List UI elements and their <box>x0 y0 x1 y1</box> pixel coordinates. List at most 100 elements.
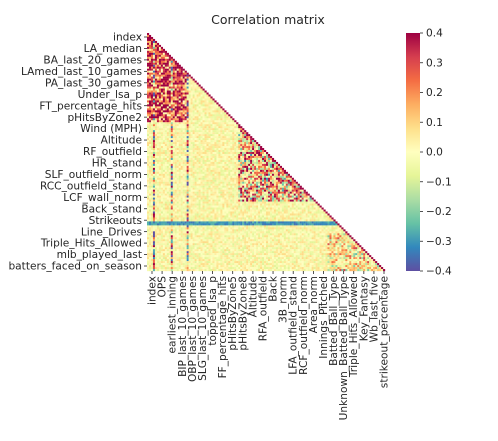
heatmap-cell <box>164 177 167 180</box>
heatmap-cell <box>174 191 177 194</box>
heatmap-cell <box>158 159 162 163</box>
heatmap-cell <box>264 157 267 161</box>
heatmap-cell <box>267 201 271 204</box>
heatmap-cell <box>248 181 251 184</box>
heatmap-cell <box>291 225 294 228</box>
heatmap-cell <box>224 205 227 208</box>
heatmap-cell <box>200 128 203 131</box>
heatmap-cell <box>240 165 243 169</box>
heatmap-cell <box>186 98 189 101</box>
heatmap-cell <box>172 72 175 75</box>
heatmap-cell <box>230 146 233 149</box>
heatmap-cell <box>178 118 181 121</box>
heatmap-cell <box>206 227 209 230</box>
heatmap-cell <box>172 100 175 103</box>
heatmap-cell <box>224 122 227 125</box>
heatmap-cell <box>212 197 215 200</box>
heatmap-cell <box>289 179 292 182</box>
heatmap-cell <box>230 209 233 212</box>
heatmap-cell <box>250 179 253 182</box>
heatmap-cell <box>275 189 279 192</box>
heatmap-cell <box>269 203 273 206</box>
heatmap-cell <box>204 106 207 109</box>
heatmap-cell <box>226 140 229 143</box>
heatmap-cell <box>256 203 259 206</box>
heatmap-cell <box>240 227 243 230</box>
heatmap-cell <box>228 211 231 214</box>
heatmap-cell <box>285 193 288 196</box>
heatmap-cell <box>192 205 195 208</box>
heatmap-cell <box>174 169 177 172</box>
heatmap-cell <box>188 207 191 210</box>
heatmap-cell <box>242 144 245 147</box>
heatmap-cell <box>166 193 169 196</box>
heatmap-cell <box>248 175 251 178</box>
heatmap-cell <box>198 126 201 129</box>
heatmap-cell <box>269 201 273 204</box>
heatmap-cell <box>188 197 191 200</box>
heatmap-cell <box>218 179 221 182</box>
heatmap-cell <box>220 157 223 161</box>
heatmap-cell <box>162 62 165 65</box>
heatmap-cell <box>267 179 271 182</box>
heatmap-cell <box>178 209 181 212</box>
heatmap-cell <box>172 173 175 176</box>
heatmap-cell <box>214 159 217 163</box>
heatmap-cell <box>222 173 225 176</box>
heatmap-cell <box>339 227 342 230</box>
heatmap-cell <box>262 217 265 220</box>
heatmap-cell <box>305 205 308 208</box>
heatmap-cell <box>331 221 334 224</box>
heatmap-cell <box>279 223 283 226</box>
heatmap-cell <box>160 122 164 125</box>
heatmap-cell <box>303 207 306 210</box>
heatmap-cell <box>218 223 221 226</box>
heatmap-cell <box>202 191 205 194</box>
heatmap-cell <box>236 185 239 188</box>
heatmap-cell <box>166 175 169 178</box>
heatmap-cell <box>277 169 281 172</box>
heatmap-cell <box>212 98 215 101</box>
heatmap-cell <box>156 142 160 145</box>
heatmap-cell <box>297 209 300 212</box>
heatmap-cell <box>218 122 221 125</box>
heatmap-cell <box>182 185 185 188</box>
heatmap-cell <box>214 136 217 139</box>
heatmap-cell <box>200 165 203 169</box>
heatmap-cell <box>147 227 150 230</box>
heatmap-cell <box>192 203 195 206</box>
heatmap-cell <box>210 195 213 198</box>
heatmap-cell <box>164 84 167 87</box>
heatmap-cell <box>164 173 167 176</box>
heatmap-cell <box>256 225 259 228</box>
heatmap-cell <box>232 185 235 188</box>
heatmap-cell <box>262 157 265 161</box>
heatmap-cell <box>156 193 160 196</box>
heatmap-cell <box>174 124 177 127</box>
heatmap-cell <box>172 153 175 157</box>
heatmap-cell <box>180 221 183 224</box>
heatmap-cell <box>266 187 269 190</box>
heatmap-cell <box>152 38 156 42</box>
heatmap-cell <box>214 205 217 208</box>
heatmap-cell <box>200 98 203 101</box>
heatmap-cell <box>156 136 160 139</box>
heatmap-cell <box>234 138 237 141</box>
heatmap-cell <box>271 191 275 194</box>
heatmap-cell <box>156 58 160 61</box>
heatmap-cell <box>160 82 164 85</box>
heatmap-cell <box>301 195 304 198</box>
heatmap-cell <box>160 146 164 149</box>
heatmap-cell <box>236 124 239 127</box>
heatmap-cell <box>164 205 167 208</box>
heatmap-cell <box>194 96 197 99</box>
heatmap-cell <box>180 74 183 77</box>
heatmap-cell <box>226 134 229 137</box>
heatmap-cell <box>154 116 158 119</box>
heatmap-cell <box>216 128 219 131</box>
heatmap-cell <box>206 213 209 216</box>
heatmap-cell <box>154 54 158 57</box>
heatmap-cell <box>154 74 158 77</box>
heatmap-cell <box>279 173 283 176</box>
heatmap-cell <box>172 70 175 73</box>
